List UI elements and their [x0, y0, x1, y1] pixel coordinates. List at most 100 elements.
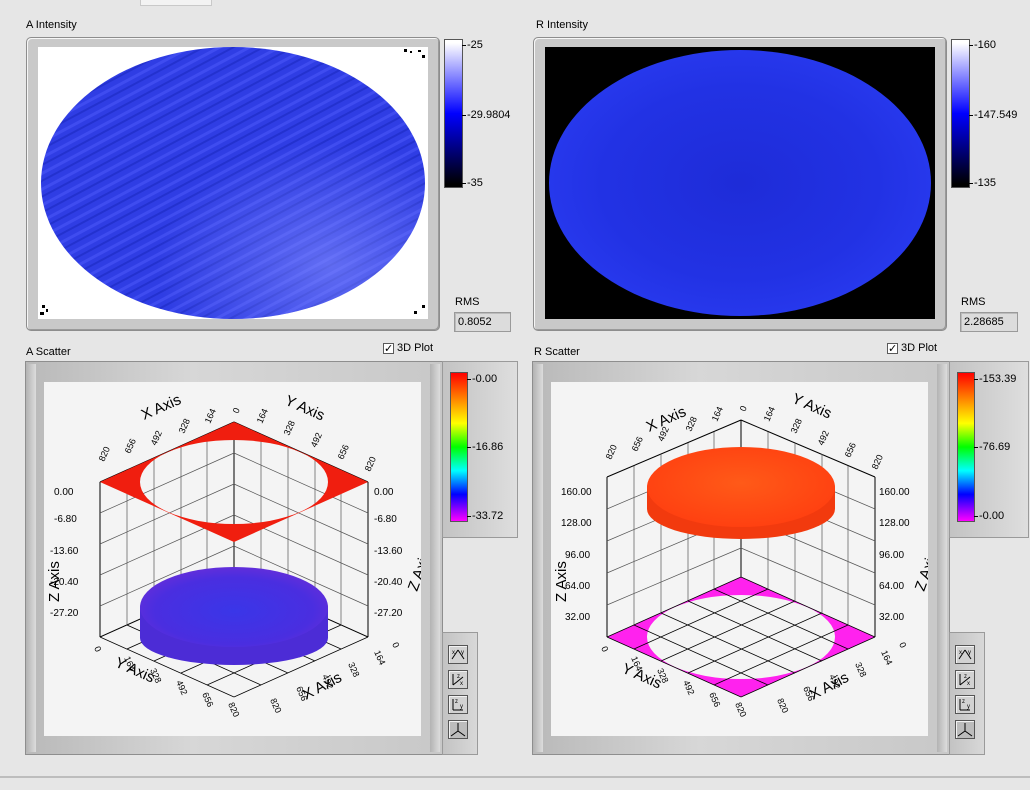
a-rms-value: 0.8052 [454, 312, 511, 332]
r-intensity-image[interactable] [545, 47, 935, 319]
svg-text:-13.60: -13.60 [374, 546, 403, 557]
status-bar [0, 776, 1030, 790]
svg-text:0: 0 [738, 404, 749, 413]
r-intensity-scale-max: -160 [969, 39, 996, 51]
svg-text:160.00: 160.00 [879, 487, 910, 498]
svg-text:820: 820 [775, 697, 790, 715]
a-y-axis-label-bottom: Y Axis [112, 654, 157, 686]
a-scatter-scale-mid: -16.86 [467, 441, 503, 453]
a-intensity-scale-mid: -29.9804 [462, 109, 510, 121]
r-z-axis-label-left: Z Axis [553, 561, 570, 602]
a-z-axis-label-left: Z Axis [46, 561, 63, 602]
r-3d-plot-checkbox[interactable]: ✓ [887, 342, 898, 355]
svg-text:z: z [964, 674, 967, 680]
r-rms-value: 2.28685 [960, 312, 1018, 332]
svg-text:-6.80: -6.80 [54, 514, 77, 525]
tab-strip-stub [140, 0, 212, 6]
r-rms-label: RMS [961, 296, 986, 308]
svg-text:492: 492 [309, 431, 324, 449]
svg-text:328: 328 [282, 419, 297, 437]
a-3d-plot-checkbox[interactable]: ✓ [383, 342, 394, 355]
svg-text:820: 820 [268, 697, 283, 715]
svg-text:x: x [460, 681, 463, 687]
r-scatter-plot-area[interactable]: 160.00 128.00 96.00 64.00 32.00 160.00 128.0… [551, 382, 942, 736]
svg-text:x: x [452, 650, 455, 656]
svg-text:-27.20: -27.20 [374, 608, 403, 619]
r-scatter-color-scale[interactable] [957, 372, 975, 522]
r-intensity-title: R Intensity [536, 19, 588, 31]
svg-text:164: 164 [203, 407, 218, 425]
a-intensity-canvas [40, 47, 425, 319]
a-scatter-plot-area[interactable]: 0.00 -6.80 -13.60 -20.40 -27.20 0.00 -6.80 -1… [44, 382, 435, 736]
svg-text:-13.60: -13.60 [50, 546, 79, 557]
a-default-3d-view-icon[interactable] [448, 720, 468, 739]
r-intensity-scale-min: -135 [969, 177, 996, 189]
svg-text:z: z [457, 674, 460, 680]
svg-text:x: x [959, 650, 962, 656]
svg-text:0.00: 0.00 [54, 487, 74, 498]
a-rms-label: RMS [455, 296, 480, 308]
svg-text:656: 656 [123, 437, 138, 455]
svg-text:z: z [962, 699, 965, 705]
a-z-axis-label-right: Z Axis [405, 549, 421, 593]
svg-text:0: 0 [897, 641, 908, 650]
svg-text:y: y [461, 650, 464, 656]
r-x-axis-label-bottom: X Axis [807, 669, 852, 704]
svg-text:-6.80: -6.80 [374, 514, 397, 525]
r-scatter-3d-plot: 160.00 128.00 96.00 64.00 32.00 160.00 128.0… [553, 390, 942, 718]
svg-text:328: 328 [177, 417, 192, 435]
svg-text:0: 0 [92, 645, 103, 654]
a-scatter-3d-plot: 0.00 -6.80 -13.60 -20.40 -27.20 0.00 -6.80 -1… [46, 391, 435, 718]
svg-text:0: 0 [599, 645, 610, 654]
a-intensity-color-scale[interactable] [444, 39, 463, 188]
a-scatter-scale-min: -33.72 [467, 510, 503, 522]
a-3d-plot-label: 3D Plot [397, 342, 434, 354]
r-3d-plot-toggle[interactable]: ✓ 3D Plot [887, 342, 937, 354]
svg-text:-20.40: -20.40 [374, 577, 403, 588]
svg-text:z: z [455, 699, 458, 705]
a-scatter-xy-projection [100, 422, 368, 542]
svg-text:164: 164 [879, 649, 894, 667]
a-intensity-scale-min: -35 [462, 177, 483, 189]
a-scatter-point-cloud [140, 567, 328, 647]
svg-text:328: 328 [346, 661, 361, 679]
svg-text:164: 164 [372, 649, 387, 667]
a-intensity-title: A Intensity [26, 19, 77, 31]
r-intensity-ellipse [549, 50, 931, 316]
svg-text:656: 656 [707, 691, 722, 709]
a-scatter-title: A Scatter [26, 346, 71, 358]
svg-text:64.00: 64.00 [565, 581, 590, 592]
svg-text:-20.40: -20.40 [50, 577, 79, 588]
r-default-3d-view-icon[interactable] [955, 720, 975, 739]
r-intensity-color-scale[interactable] [951, 39, 970, 188]
svg-text:656: 656 [630, 435, 645, 453]
svg-text:656: 656 [200, 691, 215, 709]
svg-text:164: 164 [762, 405, 777, 423]
a-intensity-scale-max: -25 [462, 39, 483, 51]
a-3d-plot-toggle[interactable]: ✓ 3D Plot [383, 342, 433, 354]
svg-text:820: 820 [870, 453, 885, 471]
svg-text:32.00: 32.00 [879, 612, 904, 623]
svg-text:y: y [968, 650, 971, 656]
a-x-axis-label-bottom: X Axis [300, 669, 345, 704]
svg-text:164: 164 [255, 407, 270, 425]
r-3d-plot-label: 3D Plot [901, 342, 938, 354]
svg-text:y: y [967, 704, 970, 710]
r-intensity-scale-mid: -147.549 [969, 109, 1017, 121]
svg-text:0: 0 [231, 406, 242, 415]
svg-text:820: 820 [604, 443, 619, 461]
svg-text:656: 656 [336, 443, 351, 461]
svg-text:164: 164 [710, 405, 725, 423]
svg-text:y: y [460, 704, 463, 710]
a-intensity-image[interactable] [38, 47, 428, 319]
a-x-axis-label-top: X Axis [139, 391, 184, 423]
svg-text:328: 328 [853, 661, 868, 679]
a-scatter-color-scale[interactable] [450, 372, 468, 522]
svg-text:492: 492 [816, 429, 831, 447]
